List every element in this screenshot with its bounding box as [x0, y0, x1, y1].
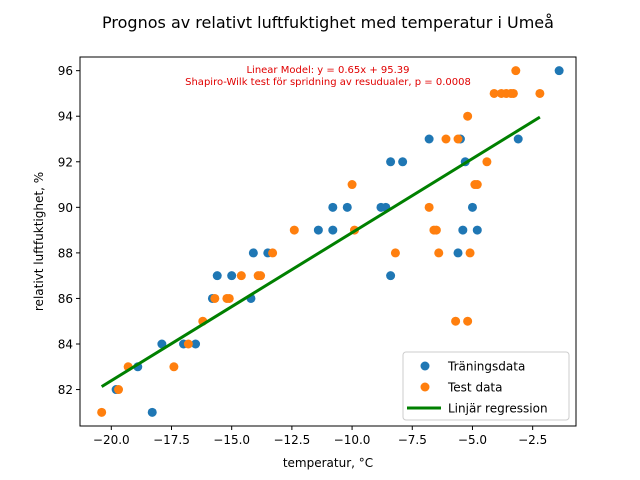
scatter-point-training: [554, 66, 564, 76]
legend-marker-test: [420, 382, 430, 392]
scatter-point-test: [210, 293, 220, 303]
scatter-point-test: [453, 134, 463, 144]
chart-title: Prognos av relativt luftfuktighet med te…: [102, 13, 554, 32]
scatter-point-training: [147, 407, 157, 417]
scatter-point-test: [431, 225, 441, 235]
scatter-point-test: [114, 385, 124, 395]
x-tick-label: −15.0: [213, 433, 250, 447]
x-tick-label: −20.0: [93, 433, 130, 447]
scatter-point-test: [451, 316, 461, 326]
y-axis: 82 84 86 88 90 92 94 96: [58, 64, 80, 397]
scatter-point-test: [511, 66, 521, 76]
scatter-point-training: [467, 202, 477, 212]
scatter-point-test: [289, 225, 299, 235]
annotation-shapiro-wilk: Shapiro-Wilk test för spridning av resud…: [185, 77, 471, 88]
scatter-point-training: [248, 248, 258, 258]
scatter-point-test: [268, 248, 278, 258]
scatter-point-test: [390, 248, 400, 258]
scatter-point-test: [489, 88, 499, 98]
scatter-point-test: [535, 88, 545, 98]
scatter-point-training: [191, 339, 201, 349]
scatter-point-training: [227, 271, 237, 281]
scatter-point-test: [424, 202, 434, 212]
scatter-point-training: [328, 202, 338, 212]
y-tick-label: 84: [58, 338, 73, 352]
scatter-point-test: [224, 293, 234, 303]
legend-label: Linjär regression: [448, 402, 548, 416]
scatter-point-test: [97, 407, 107, 417]
scatter-point-test: [465, 248, 475, 258]
scatter-point-test: [482, 157, 492, 167]
y-tick-label: 82: [58, 383, 73, 397]
annotation-linear-model: Linear Model: y = 0.65x + 95.39: [246, 65, 409, 76]
x-axis: −20.0 −17.5 −15.0 −12.5 −10.0 −7.5 −5.0 −2.5: [93, 426, 547, 447]
scatter-point-training: [513, 134, 523, 144]
x-tick-label: −12.5: [273, 433, 310, 447]
y-axis-label: relativt luftfuktighet, %: [32, 172, 46, 311]
scatter-point-training: [328, 225, 338, 235]
scatter-point-training: [386, 157, 396, 167]
scatter-point-training: [398, 157, 408, 167]
scatter-point-training: [472, 225, 482, 235]
y-tick-label: 92: [58, 155, 73, 169]
scatter-point-training: [157, 339, 167, 349]
y-tick-label: 90: [58, 201, 73, 215]
y-tick-label: 96: [58, 64, 73, 78]
scatter-point-training: [376, 202, 386, 212]
plot-area: [79, 56, 577, 427]
scatter-point-test: [496, 88, 506, 98]
scatter-point-training: [453, 248, 463, 258]
scatter-point-training: [342, 202, 352, 212]
scatter-point-test: [183, 339, 193, 349]
x-tick-label: −2.5: [518, 433, 547, 447]
scatter-point-test: [253, 271, 263, 281]
y-tick-label: 88: [58, 246, 73, 260]
scatter-point-test: [441, 134, 451, 144]
legend: Träningsdata Test data Linjär regression: [402, 351, 570, 421]
x-tick-label: −17.5: [153, 433, 190, 447]
scatter-point-training: [458, 225, 468, 235]
scatter-point-training: [424, 134, 434, 144]
legend-label: Träningsdata: [447, 360, 525, 374]
y-tick-label: 86: [58, 292, 73, 306]
scatter-point-test: [463, 111, 473, 121]
legend-label: Test data: [447, 381, 502, 395]
scatter-point-test: [470, 180, 480, 190]
scatter-point-test: [347, 180, 357, 190]
regression-line: [100, 115, 541, 388]
x-axis-label: temperatur, °C: [283, 456, 373, 470]
legend-marker-training: [420, 361, 430, 371]
y-tick-label: 94: [58, 110, 73, 124]
scatter-point-training: [313, 225, 323, 235]
scatter-point-test: [236, 271, 246, 281]
scatter-point-test: [463, 316, 473, 326]
x-tick-label: −5.0: [458, 433, 487, 447]
scatter-point-test: [434, 248, 444, 258]
scatter-point-test: [506, 88, 516, 98]
scatter-point-test: [169, 362, 179, 372]
x-tick-label: −10.0: [334, 433, 371, 447]
legend-box: [402, 351, 570, 421]
scatter-point-training: [386, 271, 396, 281]
x-tick-label: −7.5: [398, 433, 427, 447]
scatter-point-training: [212, 271, 222, 281]
data-marks: [97, 66, 564, 417]
